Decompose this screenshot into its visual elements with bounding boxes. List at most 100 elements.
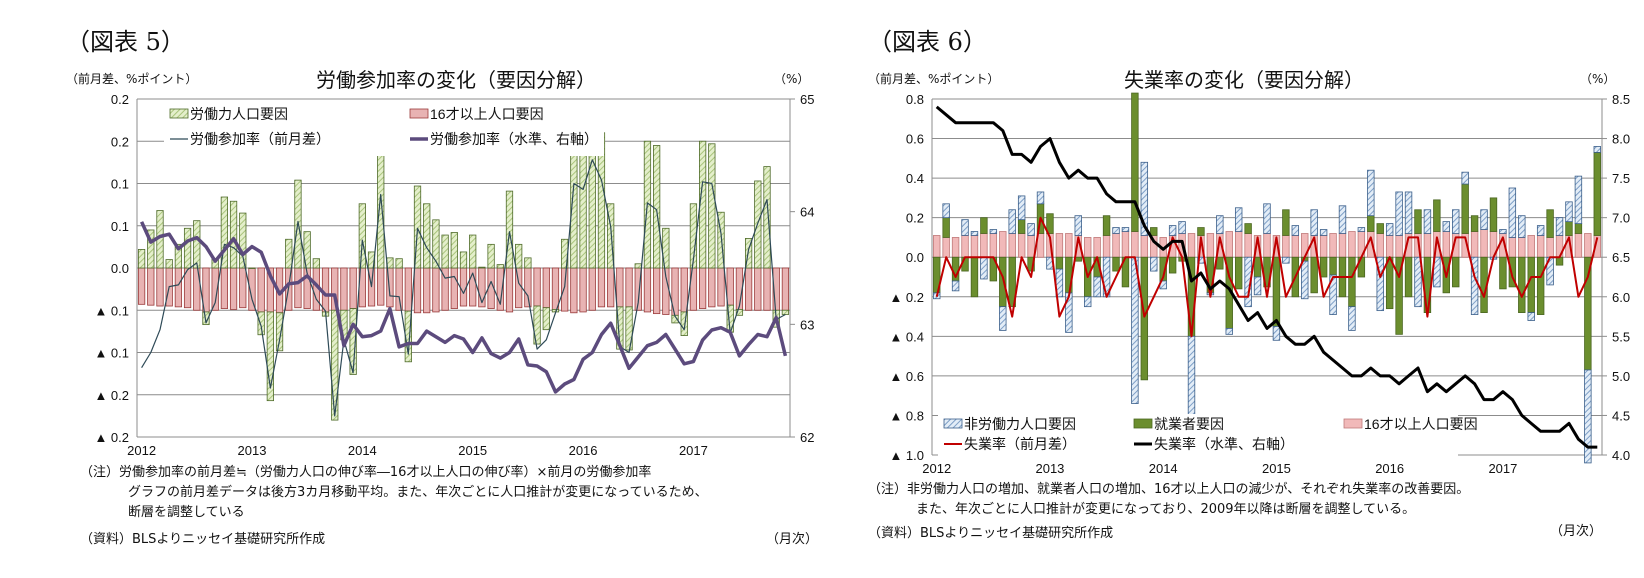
bar-population-factor	[763, 267, 771, 311]
bar-population-factor	[432, 267, 440, 313]
bar-population-factor	[625, 267, 633, 308]
bar-employment-factor	[1452, 256, 1460, 288]
bar-non-labor-force-factor	[1385, 223, 1394, 236]
bar-employment-factor	[1131, 92, 1139, 232]
bar-employment-factor	[942, 217, 950, 238]
bar-non-labor-force-factor	[980, 256, 988, 280]
bar-population-factor	[561, 267, 569, 312]
bar-labor-force-factor	[744, 238, 753, 269]
bar-population-factor	[717, 267, 725, 307]
bar-population-factor	[1423, 233, 1432, 258]
bar-population-factor	[1244, 233, 1252, 258]
bar-employment-factor	[1395, 256, 1403, 335]
bar-non-labor-force-factor	[1093, 276, 1101, 298]
bar-population-factor	[156, 267, 164, 307]
bar-employment-factor	[1168, 256, 1177, 274]
bar-employment-factor	[1234, 256, 1243, 290]
x-tick-label: 2017	[1488, 461, 1517, 476]
x-tick-label: 2016	[569, 443, 598, 458]
bar-employment-factor	[980, 217, 988, 234]
bar-labor-force-factor	[358, 203, 366, 269]
bar-employment-factor	[1385, 256, 1394, 310]
bar-population-factor	[257, 267, 265, 313]
bar-labor-force-factor	[496, 264, 504, 269]
bar-labor-force-factor	[202, 311, 210, 326]
bar-employment-factor	[1470, 215, 1479, 232]
bar-population-factor	[744, 267, 753, 311]
bar-labor-force-factor	[413, 185, 422, 269]
bar-population-factor	[340, 267, 348, 311]
bar-population-factor	[395, 267, 403, 311]
bar-non-labor-force-factor	[1423, 209, 1432, 234]
bar-labor-force-factor	[781, 309, 790, 315]
bar-labor-force-factor	[193, 220, 201, 269]
bar-employment-factor	[1140, 256, 1149, 381]
bar-population-factor	[294, 267, 302, 309]
bar-non-labor-force-factor	[1395, 191, 1403, 236]
bar-non-labor-force-factor	[1319, 229, 1328, 236]
bar-non-labor-force-factor	[1442, 221, 1450, 232]
bar-population-factor	[1008, 233, 1016, 258]
bar-employment-factor	[1527, 256, 1535, 314]
bar-employment-factor	[1461, 183, 1469, 234]
y2-tick-label: 7.5	[1612, 171, 1630, 186]
bar-non-labor-force-factor	[1074, 215, 1082, 236]
bar-non-labor-force-factor	[1027, 223, 1035, 236]
bar-population-factor	[1536, 235, 1545, 258]
y2-tick-label: 8.5	[1612, 92, 1630, 107]
bar-population-factor	[961, 235, 969, 258]
bar-employment-factor	[1348, 256, 1356, 308]
bar-employment-factor	[1489, 197, 1498, 232]
bar-non-labor-force-factor	[1348, 306, 1356, 331]
bar-employment-factor	[1518, 256, 1526, 314]
x-tick-label: 2014	[348, 443, 377, 458]
bar-population-factor	[726, 267, 734, 306]
bar-non-labor-force-factor	[1131, 256, 1139, 404]
x-tick-label: 2013	[238, 443, 267, 458]
bar-non-labor-force-factor	[989, 229, 998, 234]
bar-population-factor	[147, 267, 155, 306]
bar-labor-force-factor	[165, 259, 173, 269]
bar-labor-force-factor	[680, 311, 688, 337]
legend-label-non-labor-force-factor: 非労働力人口要因	[964, 416, 1076, 432]
y-tick-label: 0.1	[111, 219, 129, 234]
figure6-label: （図表 6）	[868, 28, 987, 56]
bar-labor-force-factor	[285, 238, 293, 269]
bar-non-labor-force-factor	[1282, 256, 1290, 264]
bar-population-factor	[1480, 229, 1488, 258]
bar-population-factor	[1225, 231, 1233, 258]
bar-labor-force-factor	[505, 190, 514, 269]
legend-swatch-population-factor	[1343, 418, 1363, 429]
bar-non-labor-force-factor	[1187, 335, 1196, 426]
bar-population-factor	[989, 233, 998, 258]
y2-tick-label: 5.5	[1612, 329, 1630, 344]
bar-non-labor-force-factor	[1291, 225, 1300, 236]
y2-tick-label: 5.0	[1612, 369, 1630, 384]
figure6-y-unit: （前月差、%ポイント）	[868, 72, 1000, 86]
bar-non-labor-force-factor	[1008, 209, 1016, 234]
figure6-source: （資料）BLSよりニッセイ基礎研究所作成	[868, 526, 1114, 541]
bar-labor-force-factor	[312, 258, 320, 269]
bar-labor-force-factor	[147, 229, 155, 269]
bar-employment-factor	[1555, 256, 1564, 266]
bar-labor-force-factor	[487, 243, 495, 269]
bar-labor-force-factor	[524, 257, 532, 269]
bar-labor-force-factor	[137, 249, 146, 269]
bar-labor-force-factor	[303, 231, 311, 269]
bar-employment-factor	[1272, 256, 1281, 327]
bar-non-labor-force-factor	[1329, 274, 1337, 315]
bar-population-factor	[1234, 231, 1243, 258]
bar-population-factor	[1385, 235, 1394, 258]
bar-population-factor	[450, 267, 458, 309]
bar-non-labor-force-factor	[1301, 260, 1309, 300]
x-tick-label: 2015	[458, 443, 487, 458]
bar-employment-factor	[1367, 215, 1375, 232]
y-tick-label: ▲ 0.1	[94, 346, 129, 361]
bar-non-labor-force-factor	[1404, 191, 1413, 234]
y2-tick-label: 8.0	[1612, 132, 1630, 147]
bar-labor-force-factor	[229, 200, 238, 269]
bar-population-factor	[377, 267, 385, 306]
bar-population-factor	[653, 267, 661, 315]
bar-employment-factor	[999, 256, 1007, 308]
